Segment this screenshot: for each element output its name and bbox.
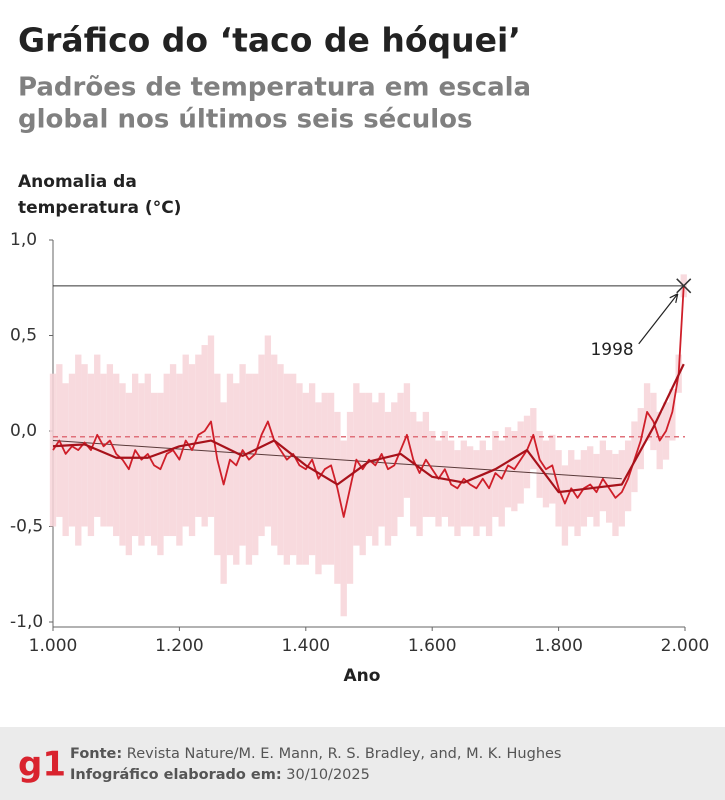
uncertainty-band — [669, 388, 676, 441]
uncertainty-band — [523, 415, 531, 489]
source: Fonte: Revista Nature/M. E. Mann, R. S. … — [70, 746, 562, 762]
uncertainty-band — [624, 440, 632, 512]
x-tick-label: 1.800 — [534, 636, 583, 656]
uncertainty-band — [466, 446, 474, 527]
uncertainty-band — [277, 364, 284, 556]
uncertainty-band — [214, 373, 221, 556]
chart-subtitle: Padrões de temperatura em escala — [18, 73, 531, 103]
y-axis-title: Anomalia da — [18, 172, 137, 192]
y-tick-label: -1,0 — [10, 612, 43, 632]
uncertainty-band — [473, 450, 480, 537]
chart-subtitle: global nos últimos seis séculos — [18, 105, 472, 135]
uncertainty-band — [587, 446, 594, 517]
uncertainty-band — [372, 402, 379, 546]
uncertainty-band — [302, 392, 309, 565]
uncertainty-band — [429, 431, 436, 517]
uncertainty-band — [233, 383, 240, 565]
uncertainty-band — [479, 440, 486, 527]
uncertainty-band — [132, 373, 139, 537]
smooth-line — [52, 363, 685, 494]
credit: Infográfico elaborado em: 30/10/2025 — [70, 767, 370, 783]
uncertainty-band — [258, 354, 265, 537]
x-tick-label: 1.200 — [155, 636, 204, 656]
uncertainty-band — [536, 431, 543, 498]
annotation-label: 1998 — [590, 340, 633, 360]
uncertainty-band — [290, 373, 297, 556]
uncertainty-band — [157, 392, 164, 556]
source-text: Revista Nature/M. E. Mann, R. S. Bradley… — [127, 746, 562, 762]
uncertainty-band — [410, 411, 417, 527]
trend-line — [52, 440, 622, 480]
uncertainty-band — [138, 383, 145, 546]
uncertainty-band — [283, 373, 290, 565]
x-tick-label: 1.400 — [281, 636, 330, 656]
uncertainty-band — [599, 440, 606, 512]
source-label: Fonte: — [70, 746, 122, 762]
uncertainty-band — [62, 383, 69, 537]
uncertainty-band — [530, 408, 537, 470]
uncertainty-band — [201, 345, 208, 527]
uncertainty-band — [384, 411, 392, 546]
uncertainty-band — [100, 373, 107, 527]
uncertainty-band — [68, 373, 76, 527]
logo: g1 — [18, 745, 66, 785]
uncertainty-band — [119, 383, 126, 546]
uncertainty-band — [359, 392, 366, 556]
uncertainty-band — [378, 392, 385, 527]
annotation-arrow — [638, 293, 679, 345]
x-tick-label: 1.000 — [29, 636, 78, 656]
uncertainty-band — [264, 335, 272, 527]
uncertainty-band — [327, 392, 335, 565]
x-axis-title: Ano — [344, 666, 381, 686]
y-tick-label: 0,0 — [10, 421, 37, 441]
y-tick-label: 0,5 — [10, 326, 37, 346]
uncertainty-band — [334, 411, 341, 584]
uncertainty-band — [441, 431, 448, 517]
uncertainty-band — [271, 354, 278, 546]
uncertainty-band — [422, 411, 430, 517]
uncertainty-band — [454, 450, 461, 537]
data-line — [52, 285, 685, 518]
uncertainty-band — [435, 440, 442, 527]
uncertainty-band — [226, 373, 234, 556]
y-tick-label: 1,0 — [10, 230, 37, 250]
footer-background — [0, 727, 725, 800]
uncertainty-band — [106, 364, 114, 527]
uncertainty-band — [220, 402, 227, 584]
uncertainty-band — [561, 465, 569, 546]
credit-date: 30/10/2025 — [286, 767, 370, 783]
uncertainty-band — [87, 373, 95, 537]
uncertainty-band — [125, 392, 132, 556]
plot-area: 1,0 0,5 0,0 -0,5 -1,0 1.000 1.200 1.400 1.600 1.8… — [10, 230, 709, 656]
uncertainty-band — [498, 440, 505, 527]
annotation-arrowhead — [669, 293, 679, 303]
uncertainty-band — [340, 440, 347, 617]
uncertainty-band — [416, 421, 423, 537]
uncertainty-band — [252, 373, 259, 556]
uncertainty-band — [346, 411, 354, 584]
uncertainty-band — [612, 453, 619, 537]
uncertainty-band — [296, 383, 303, 565]
uncertainty-band — [245, 373, 253, 565]
uncertainty-band — [321, 392, 328, 565]
uncertainty-band — [549, 434, 556, 504]
uncertainty-band — [517, 421, 524, 504]
x-tick-label: 2.000 — [661, 636, 710, 656]
credit-label: Infográfico elaborado em: — [70, 767, 282, 783]
uncertainty-band — [365, 392, 373, 537]
uncertainty-band — [150, 392, 158, 546]
x-tick-label: 1.600 — [408, 636, 457, 656]
uncertainty-band — [353, 383, 360, 546]
uncertainty-band — [618, 450, 625, 527]
y-axis-title: temperatura (°C) — [18, 198, 181, 218]
uncertainty-band — [403, 383, 411, 498]
uncertainty-band — [485, 450, 493, 537]
uncertainty-band — [315, 402, 322, 575]
reference-marker — [676, 278, 692, 294]
chart-title: Gráfico do ‘taco de hóquei’ — [18, 21, 521, 60]
uncertainty-band — [391, 402, 398, 537]
y-tick-label: -0,5 — [10, 517, 43, 537]
